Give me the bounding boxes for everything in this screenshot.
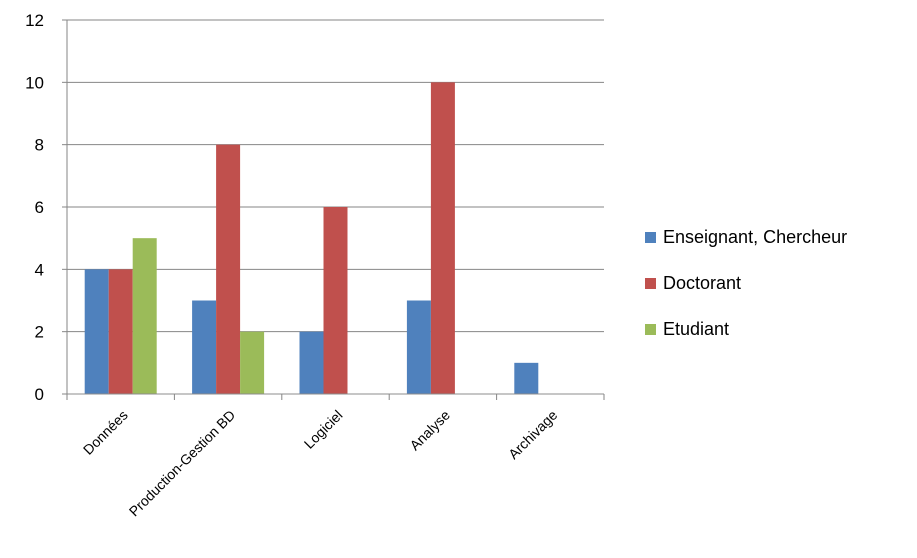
x-tick-label: Logiciel [301,407,346,452]
y-tick-label: 0 [35,385,44,404]
legend-label: Etudiant [663,319,729,339]
x-tick-label: Production-Gestion BD [126,407,239,520]
bar-etudiant [132,238,157,394]
legend-label: Doctorant [663,273,741,293]
bar-enseignant-chercheur [84,269,109,394]
bar-etudiant [240,331,265,394]
y-tick-label: 6 [35,198,44,217]
bar-enseignant-chercheur [514,362,539,394]
bars [84,82,539,394]
legend-swatch [645,232,656,243]
legend-swatch [645,278,656,289]
legend-swatch [645,324,656,335]
legend: Enseignant, Chercheur Doctorant Etudiant [645,227,847,339]
bar-doctorant [216,144,241,394]
x-tick-label: Données [80,407,131,458]
y-tick-label: 2 [35,323,44,342]
bar-enseignant-chercheur [192,300,217,394]
bar-doctorant [323,207,348,394]
bar-doctorant [108,269,133,394]
bar-enseignant-chercheur [299,331,324,394]
y-tick-label: 4 [35,260,44,279]
legend-label: Enseignant, Chercheur [663,227,847,247]
bar-enseignant-chercheur [406,300,431,394]
bar-doctorant [430,82,455,394]
y-tick-label: 8 [35,136,44,155]
y-tick-label: 10 [25,73,44,92]
y-tick-label: 12 [25,11,44,30]
x-tick-label: Archivage [505,407,560,462]
x-tick-label: Analyse [406,407,453,454]
